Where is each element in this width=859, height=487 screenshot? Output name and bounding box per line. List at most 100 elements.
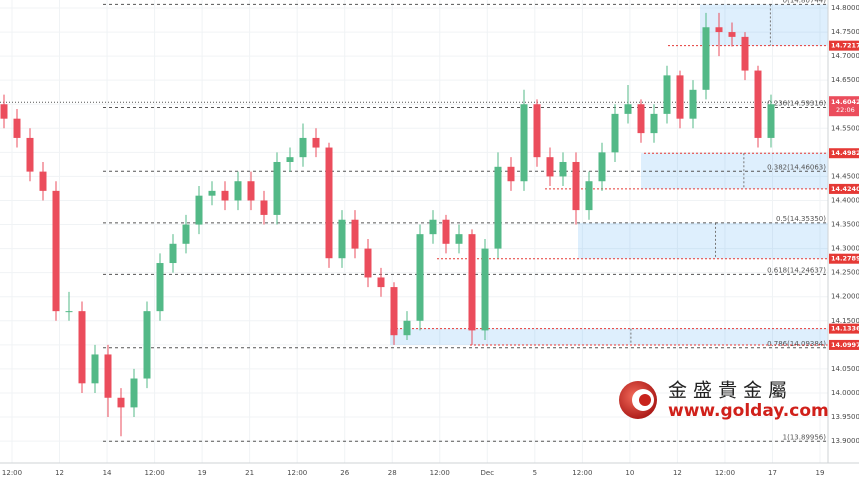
candle-body: [13, 118, 21, 138]
candle-body: [572, 161, 580, 211]
candle-body: [481, 248, 489, 331]
candle-body: [169, 243, 177, 264]
candle-body: [286, 157, 294, 162]
current-time: 22:06: [836, 106, 855, 114]
x-tick-label: Dec: [481, 469, 495, 477]
y-tick-label: 14.45000: [831, 172, 859, 180]
candle-body: [689, 89, 697, 119]
current-price: 14.60425: [831, 98, 859, 106]
candle-body: [520, 104, 528, 182]
fib-label: 0.382(14.46063): [767, 163, 826, 171]
x-tick-label: 14: [103, 469, 112, 477]
candle-body: [182, 224, 190, 244]
x-tick-label: 12:00: [572, 469, 592, 477]
x-tick-label: 10: [625, 469, 634, 477]
price-tag-label: 14.09977: [831, 341, 859, 349]
y-tick-label: 14.00000: [831, 389, 859, 397]
candle-body: [585, 181, 593, 211]
candle-body: [455, 234, 463, 244]
candle-body: [91, 354, 99, 384]
x-tick-label: 21: [245, 469, 254, 477]
candle-body: [702, 27, 710, 90]
candle-body: [559, 161, 567, 177]
fib-label: 0.236(14.59316): [767, 100, 826, 108]
candle-body: [377, 277, 385, 288]
brand-url: www.golday.com: [668, 401, 829, 421]
y-tick-label: 14.35000: [831, 221, 859, 229]
logo-dot: [639, 394, 651, 406]
candle-body: [312, 137, 320, 148]
candle-body: [117, 397, 125, 408]
y-axis-area: [828, 0, 859, 483]
candle-body: [299, 137, 307, 158]
candle-body: [234, 181, 242, 201]
watermark: 金 盛 貴 金 屬 www.golday.com: [619, 380, 829, 421]
price-tag-label: 14.42405: [831, 185, 859, 193]
candle-body: [533, 104, 541, 158]
candle-body: [676, 75, 684, 119]
candle-body: [156, 263, 164, 312]
y-tick-label: 14.75000: [831, 28, 859, 36]
candle-body: [754, 70, 762, 138]
y-tick-label: 14.70000: [831, 52, 859, 60]
zone: [578, 222, 828, 259]
brand-name: 金 盛 貴 金 屬: [668, 380, 787, 402]
y-tick-label: 14.15000: [831, 317, 859, 325]
x-tick-label: 17: [768, 469, 777, 477]
candle-body: [442, 219, 450, 244]
candle-body: [104, 354, 112, 398]
fib-label: 0.786(14.09384): [767, 340, 826, 348]
y-tick-label: 14.20000: [831, 293, 859, 301]
fib-label: 1(13.89956): [783, 433, 827, 441]
x-tick-label: 12: [55, 469, 64, 477]
candle-body: [260, 200, 268, 215]
x-tick-label: 19: [198, 469, 207, 477]
candles: [0, 12, 775, 437]
grid: [0, 0, 828, 463]
candle-body: [715, 27, 723, 33]
candle-body: [728, 32, 736, 37]
fib-label: 0.618(14.24637): [767, 266, 826, 274]
x-tick-label: 12:00: [715, 469, 735, 477]
candle-body: [247, 181, 255, 201]
x-tick-label: 12:00: [430, 469, 450, 477]
candle-body: [0, 104, 8, 119]
candle-body: [494, 166, 502, 249]
price-tag-label: 14.13369: [831, 325, 859, 333]
candle-body: [663, 75, 671, 114]
zone: [700, 4, 828, 46]
x-tick-label: 12:00: [287, 469, 307, 477]
y-tick-label: 14.65000: [831, 76, 859, 84]
candle-body: [637, 104, 645, 134]
candle-body: [364, 248, 372, 278]
candle-body: [507, 166, 515, 182]
price-tag: [829, 253, 859, 264]
candle-body: [325, 147, 333, 259]
candle-body: [741, 36, 749, 71]
candle-body: [468, 234, 476, 331]
fib-label: 0.5(14.35350): [776, 215, 826, 223]
y-tick-label: 14.80000: [831, 4, 859, 12]
candle-body: [52, 190, 60, 312]
candle-body: [767, 104, 775, 138]
candle-body: [65, 311, 73, 313]
candle-body: [598, 152, 606, 182]
x-tick-label: 5: [533, 469, 537, 477]
price-tag-label: 14.72177: [831, 42, 859, 50]
y-tick-label: 14.40000: [831, 196, 859, 204]
y-tick-label: 14.55000: [831, 124, 859, 132]
candle-body: [403, 320, 411, 336]
candle-body: [195, 195, 203, 225]
y-tick-label: 14.05000: [831, 365, 859, 373]
candle-body: [221, 190, 229, 201]
candle-body: [78, 311, 86, 384]
price-tag: [829, 40, 859, 51]
fib-label: 0(14.80744): [783, 0, 827, 4]
y-tick-label: 13.95000: [831, 413, 859, 421]
x-tick-label: 12: [673, 469, 682, 477]
candle-body: [208, 190, 216, 196]
current-tag: [829, 96, 859, 117]
